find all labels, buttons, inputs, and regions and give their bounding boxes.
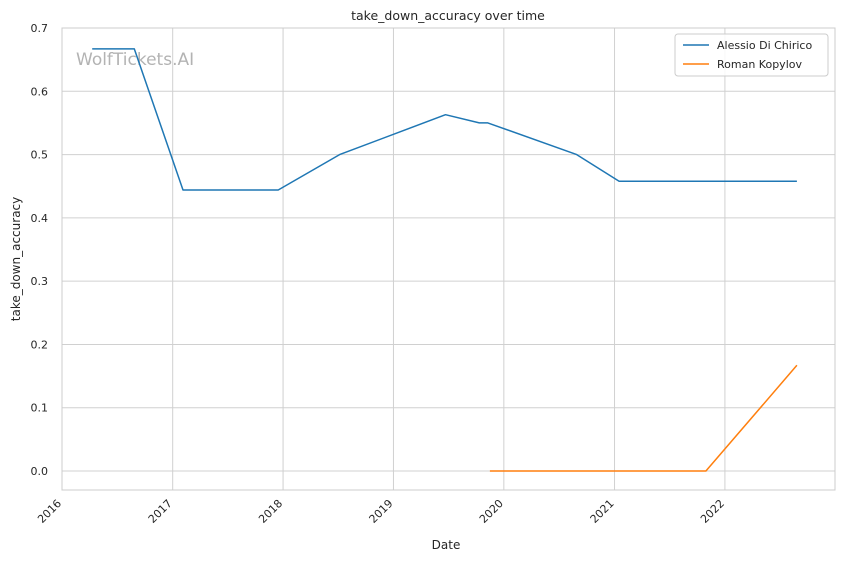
y-tick-label: 0.5 (31, 149, 49, 162)
x-axis-title: Date (432, 538, 461, 552)
series-line-roman-kopylov (489, 364, 798, 472)
x-tick-label: 2016 (35, 497, 64, 526)
y-axis-ticks: 0.0 0.1 0.2 0.3 0.4 0.5 0.6 0.7 (31, 22, 49, 478)
x-tick-label: 2020 (477, 497, 506, 526)
y-tick-label: 0.0 (31, 465, 49, 478)
series-line-alessio-di-chirico (92, 48, 797, 191)
y-axis-title: take_down_accuracy (9, 197, 23, 321)
plot-area-background (62, 28, 835, 490)
legend-label-roman-kopylov: Roman Kopylov (717, 58, 802, 71)
legend-box (674, 33, 829, 77)
x-tick-label: 2017 (146, 497, 175, 526)
y-tick-label: 0.4 (31, 212, 49, 225)
y-tick-label: 0.7 (31, 22, 49, 35)
legend: Alessio Di Chirico Roman Kopylov (674, 33, 829, 77)
x-tick-label: 2018 (256, 497, 285, 526)
x-tick-label: 2019 (367, 497, 396, 526)
series-lines (92, 48, 798, 472)
chart-title: take_down_accuracy over time (351, 8, 545, 23)
watermark-text: WolfTickets.AI (76, 50, 194, 70)
y-tick-label: 0.3 (31, 275, 49, 288)
grid-lines (61, 27, 835, 490)
y-tick-label: 0.1 (31, 402, 49, 415)
x-axis-ticks: 2016 2017 2018 2019 2020 2021 2022 (35, 497, 727, 526)
y-tick-label: 0.2 (31, 338, 49, 351)
x-tick-label: 2021 (588, 497, 617, 526)
y-tick-label: 0.6 (31, 85, 49, 98)
x-tick-label: 2022 (698, 497, 727, 526)
plot-area-border (61, 27, 836, 491)
legend-label-alessio-di-chirico: Alessio Di Chirico (717, 39, 812, 52)
